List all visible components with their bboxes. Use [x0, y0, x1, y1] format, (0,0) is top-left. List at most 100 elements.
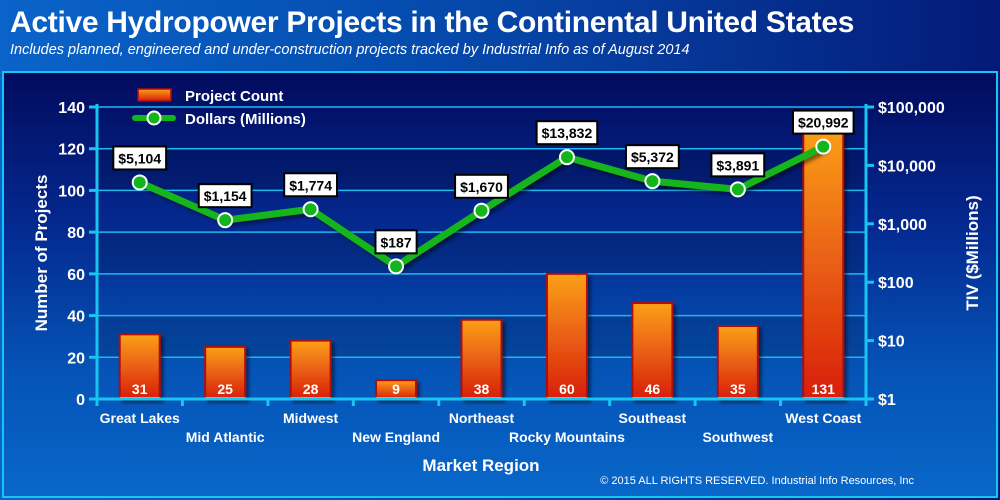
chart-title: Active Hydropower Projects in the Contin… [10, 6, 855, 39]
data-label: $20,992 [791, 109, 855, 135]
data-label-text: $1,154 [204, 188, 247, 204]
bar-value-label: 35 [730, 381, 746, 397]
legend-bar-swatch-icon [137, 88, 172, 102]
data-label: $1,670 [454, 173, 509, 199]
line-marker [217, 212, 234, 229]
bar [204, 345, 247, 401]
plot-band [97, 232, 866, 274]
y2-axis-title: TIV ($Millions) [963, 195, 982, 310]
bar-southeast: 46 [631, 302, 674, 400]
data-label-box [283, 172, 339, 198]
y-tick-label: 20 [67, 350, 85, 367]
bar-value-label: 60 [559, 381, 575, 397]
data-label: $1,774 [283, 172, 339, 198]
y-tick-label: 60 [67, 267, 85, 284]
bar [716, 325, 759, 400]
line-marker [644, 173, 661, 190]
bar-northeast: 38 [460, 318, 503, 400]
legend-item-project-count[interactable]: Project Count [137, 88, 283, 105]
bar-southwest: 35 [716, 325, 759, 400]
y-axis-title: Number of Projects [32, 175, 51, 332]
bar [460, 318, 503, 400]
y-tick-label: 100 [58, 183, 85, 200]
y-tick-label: 40 [67, 309, 85, 326]
bar-value-label: 46 [645, 381, 661, 397]
bar-midwest: 28 [289, 339, 332, 401]
bar [545, 272, 588, 401]
data-label-box [374, 229, 418, 255]
y2-tick-label: $100,000 [878, 100, 945, 117]
y2-tick-label: $1,000 [878, 217, 927, 234]
data-label-box [112, 145, 168, 171]
x-category-label: Northeast [449, 410, 515, 426]
bar-new-england: 9 [375, 379, 418, 401]
data-label: $3,891 [710, 152, 766, 178]
x-category-label: West Coast [785, 410, 861, 426]
y-tick-label: 120 [58, 142, 85, 159]
data-label-box [197, 183, 253, 209]
y2-tick-label: $1 [878, 392, 896, 409]
bar-value-label: 9 [392, 381, 400, 397]
data-label-box [791, 109, 855, 135]
x-category-label: New England [352, 429, 440, 445]
x-category-label: Southeast [619, 410, 687, 426]
y2-tick-label: $100 [878, 275, 914, 292]
line-marker [131, 174, 148, 191]
line-marker [815, 138, 832, 155]
data-label-box [624, 144, 680, 170]
bar-value-label: 31 [132, 381, 148, 397]
data-label-box [535, 120, 599, 146]
line-series-dollars [131, 138, 832, 275]
data-label: $187 [374, 229, 418, 255]
y-tick-label: 140 [58, 100, 85, 117]
y-tick-label: 80 [67, 225, 85, 242]
x-category-label: Great Lakes [100, 410, 180, 426]
bar-west-coast: 131 [802, 124, 845, 401]
x-category-label: Mid Atlantic [186, 429, 265, 445]
data-label: $13,832 [535, 120, 599, 146]
data-label-box [454, 173, 509, 199]
data-label: $5,372 [624, 144, 680, 170]
bar-great-lakes: 31 [118, 333, 161, 401]
data-label-text: $187 [380, 234, 411, 250]
data-label: $1,154 [197, 183, 253, 209]
bar [631, 302, 674, 400]
bar-value-label: 131 [812, 381, 836, 397]
legend-item-dollars[interactable]: Dollars (Millions) [132, 110, 306, 128]
y2-tick-label: $10,000 [878, 158, 936, 175]
y2-tick-label: $10 [878, 334, 905, 351]
data-label-box [710, 152, 766, 178]
bar [118, 333, 161, 401]
x-axis-title: Market Region [422, 456, 539, 475]
x-category-label: Rocky Mountains [509, 429, 625, 445]
line-marker [473, 202, 490, 219]
legend-label-project-count: Project Count [185, 88, 283, 105]
data-label-text: $20,992 [798, 115, 849, 131]
bar-value-label: 38 [474, 381, 490, 397]
line-marker [388, 258, 405, 275]
chart-subtitle: Includes planned, engineered and under-c… [10, 42, 690, 58]
data-label-text: $5,104 [118, 150, 161, 166]
x-category-label: Southwest [702, 429, 773, 445]
data-label-text: $1,670 [460, 179, 503, 195]
line-marker [302, 201, 319, 218]
legend-marker-icon [146, 110, 162, 126]
copyright-notice: © 2015 ALL RIGHTS RESERVED. Industrial I… [600, 475, 914, 487]
bar-rocky-mountains: 60 [545, 272, 588, 401]
x-category-label: Midwest [283, 410, 339, 426]
line-marker [558, 149, 575, 166]
bar-series-project-count: 31 25 28 9 38 60 46 35 131 [118, 124, 845, 401]
bar-mid-atlantic: 25 [204, 345, 247, 401]
legend: Project Count Dollars (Millions) [132, 88, 306, 128]
data-label-text: $1,774 [289, 177, 332, 193]
legend-label-dollars: Dollars (Millions) [185, 111, 306, 128]
data-label-text: $5,372 [631, 149, 674, 165]
bar [802, 124, 845, 401]
axes: 0 20 40 60 80 100 120 140 $1 $10 $100 $1,000 $10,000… [58, 100, 945, 445]
data-label-text: $13,832 [542, 125, 593, 141]
y-tick-label: 0 [76, 392, 85, 409]
bar-value-label: 28 [303, 381, 319, 397]
line-marker [729, 181, 746, 198]
